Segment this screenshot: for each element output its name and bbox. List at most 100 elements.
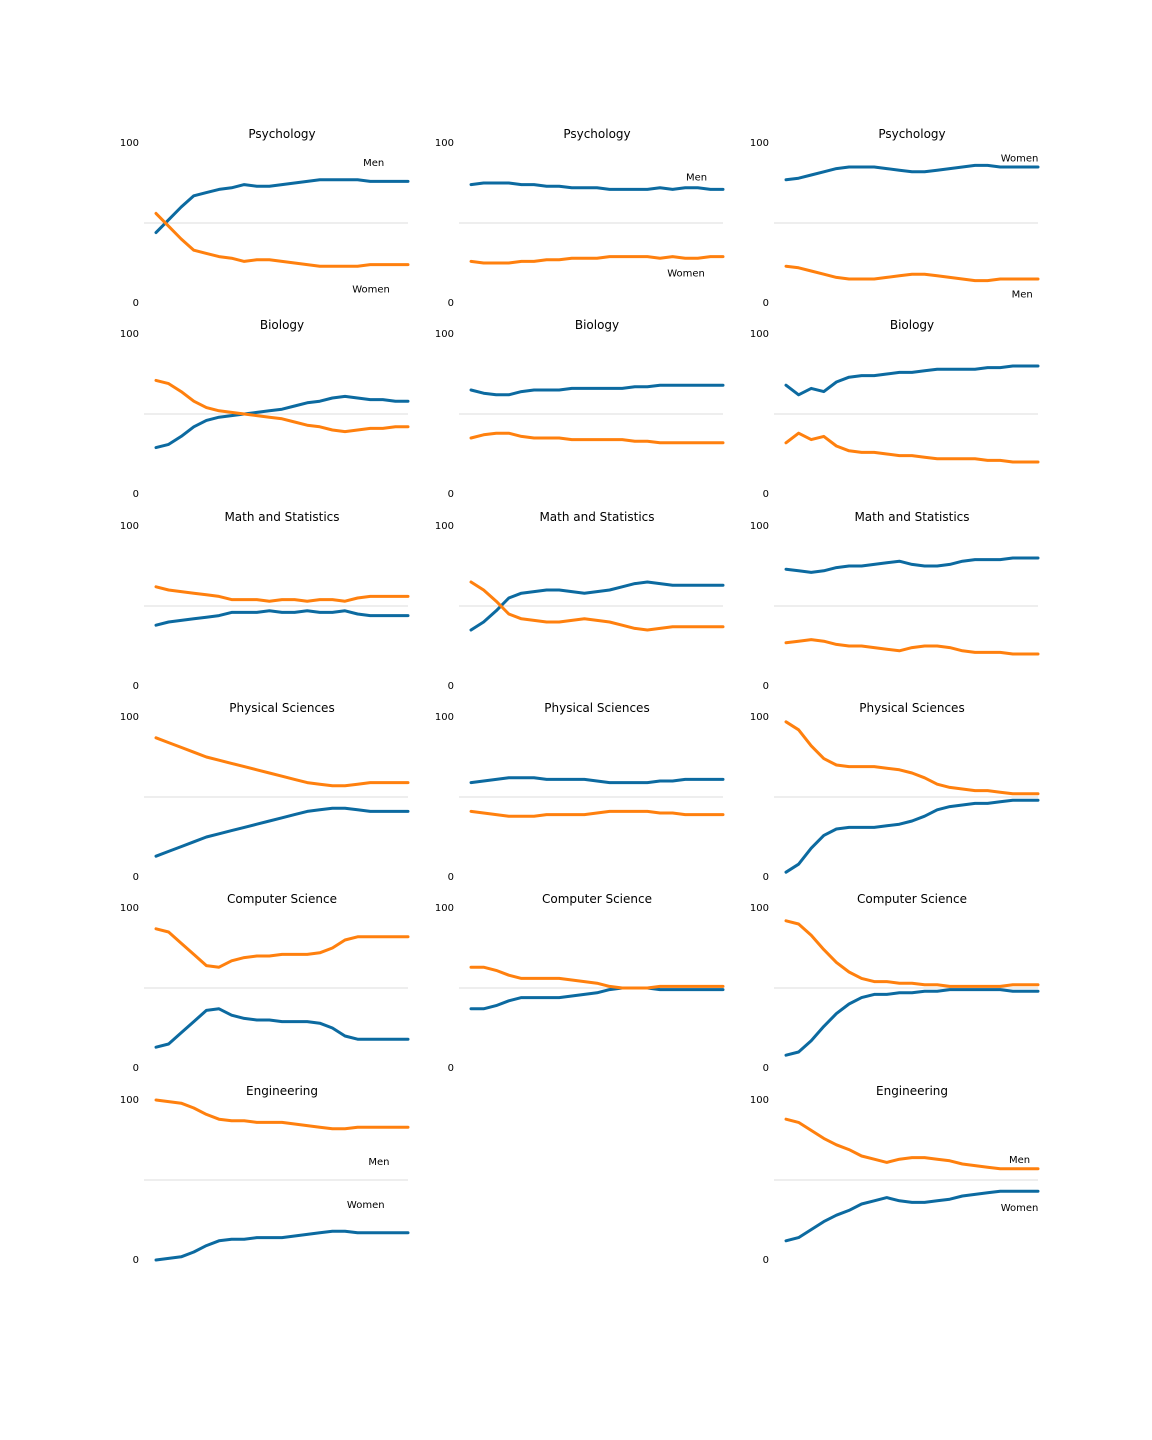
ytick-label-top: 100 xyxy=(750,329,769,340)
series-line-0 xyxy=(154,178,410,235)
series-label-0: Men xyxy=(363,158,384,169)
panel-title: Math and Statistics xyxy=(539,510,654,524)
series-label-1: Men xyxy=(1012,289,1033,300)
ytick-label-bottom: 0 xyxy=(133,872,139,883)
panel-2-2: Math and Statistics 100 0 xyxy=(750,510,1040,692)
panel-4-0: Computer Science 100 0 xyxy=(120,892,410,1074)
series-line-0 xyxy=(469,776,725,785)
series-line-0 xyxy=(784,364,1040,397)
ytick-label-bottom: 0 xyxy=(448,872,454,883)
ytick-label-top: 100 xyxy=(435,712,454,723)
series-line-1 xyxy=(784,720,1040,796)
series-line-0 xyxy=(154,1007,410,1049)
ytick-label-bottom: 0 xyxy=(448,489,454,500)
panel-title: Psychology xyxy=(248,127,315,141)
series-label-0: Men xyxy=(1009,1155,1030,1166)
panel-title: Physical Sciences xyxy=(544,701,649,715)
panel-5-0: Engineering 100 0 Men Women xyxy=(120,1084,410,1266)
series-label-0: Men xyxy=(368,1157,389,1168)
ytick-label-top: 100 xyxy=(120,1095,139,1106)
panel-title: Biology xyxy=(575,318,619,332)
series-line-1 xyxy=(154,378,410,434)
series-label-0: Men xyxy=(686,173,707,184)
ytick-label-top: 100 xyxy=(435,138,454,149)
series-line-0 xyxy=(784,556,1040,574)
series-line-0 xyxy=(784,163,1040,182)
ytick-label-top: 100 xyxy=(750,138,769,149)
panel-title: Psychology xyxy=(878,127,945,141)
panel-2-0: Math and Statistics 100 0 xyxy=(120,510,410,692)
series-line-1 xyxy=(469,965,725,990)
series-line-0 xyxy=(469,986,725,1011)
series-line-1 xyxy=(784,919,1040,988)
panel-title: Physical Sciences xyxy=(859,701,964,715)
panel-3-2: Physical Sciences 100 0 xyxy=(750,701,1040,883)
series-line-1 xyxy=(784,638,1040,656)
panel-title: Biology xyxy=(260,318,304,332)
ytick-label-top: 100 xyxy=(120,712,139,723)
series-line-0 xyxy=(469,181,725,191)
panel-title: Biology xyxy=(890,318,934,332)
series-line-1 xyxy=(154,736,410,788)
ytick-label-top: 100 xyxy=(750,521,769,532)
series-line-1 xyxy=(469,580,725,632)
ytick-label-bottom: 0 xyxy=(133,1255,139,1266)
series-line-0 xyxy=(154,609,410,627)
series-line-1 xyxy=(784,431,1040,464)
ytick-label-bottom: 0 xyxy=(448,681,454,692)
ytick-label-bottom: 0 xyxy=(448,1063,454,1074)
ytick-label-top: 100 xyxy=(750,1095,769,1106)
series-line-0 xyxy=(154,394,410,450)
panel-1-0: Biology 100 0 xyxy=(120,318,410,500)
ytick-label-top: 100 xyxy=(435,521,454,532)
panel-2-1: Math and Statistics 100 0 xyxy=(435,510,725,692)
series-line-0 xyxy=(469,580,725,632)
ytick-label-bottom: 0 xyxy=(763,489,769,500)
series-line-1 xyxy=(154,585,410,603)
panel-title: Math and Statistics xyxy=(854,510,969,524)
series-line-0 xyxy=(469,383,725,397)
series-label-1: Women xyxy=(1001,1203,1039,1214)
panel-title: Computer Science xyxy=(542,892,652,906)
series-line-0 xyxy=(154,1229,410,1262)
series-line-0 xyxy=(154,806,410,858)
panel-0-1: Psychology 100 0 Men Women xyxy=(435,127,725,309)
panel-1-2: Biology 100 0 xyxy=(750,318,1040,500)
panel-3-0: Physical Sciences 100 0 xyxy=(120,701,410,883)
series-line-1 xyxy=(469,255,725,265)
ytick-label-bottom: 0 xyxy=(763,1063,769,1074)
series-line-1 xyxy=(784,264,1040,283)
ytick-label-bottom: 0 xyxy=(133,489,139,500)
ytick-label-top: 100 xyxy=(750,712,769,723)
series-line-1 xyxy=(154,1098,410,1131)
panel-4-2: Computer Science 100 0 xyxy=(750,892,1040,1074)
panel-title: Computer Science xyxy=(857,892,967,906)
ytick-label-top: 100 xyxy=(120,329,139,340)
panel-title: Math and Statistics xyxy=(224,510,339,524)
series-line-1 xyxy=(154,211,410,268)
panel-title: Psychology xyxy=(563,127,630,141)
ytick-label-bottom: 0 xyxy=(763,298,769,309)
ytick-label-bottom: 0 xyxy=(763,1255,769,1266)
series-line-1 xyxy=(784,1117,1040,1171)
series-line-1 xyxy=(469,809,725,818)
ytick-label-top: 100 xyxy=(120,138,139,149)
series-line-1 xyxy=(154,927,410,969)
ytick-label-bottom: 0 xyxy=(133,681,139,692)
ytick-label-top: 100 xyxy=(750,903,769,914)
ytick-label-bottom: 0 xyxy=(763,872,769,883)
series-line-0 xyxy=(784,988,1040,1057)
ytick-label-top: 100 xyxy=(120,521,139,532)
series-label-1: Women xyxy=(667,269,705,280)
panel-3-1: Physical Sciences 100 0 xyxy=(435,701,725,883)
panel-1-1: Biology 100 0 xyxy=(435,318,725,500)
series-line-0 xyxy=(784,798,1040,874)
series-label-1: Women xyxy=(347,1200,385,1211)
panel-0-0: Psychology 100 0 Men Women xyxy=(120,127,410,309)
ytick-label-top: 100 xyxy=(435,903,454,914)
ytick-label-bottom: 0 xyxy=(448,298,454,309)
ytick-label-top: 100 xyxy=(120,903,139,914)
series-line-1 xyxy=(469,431,725,445)
panel-4-1: Computer Science 100 0 xyxy=(435,892,725,1074)
